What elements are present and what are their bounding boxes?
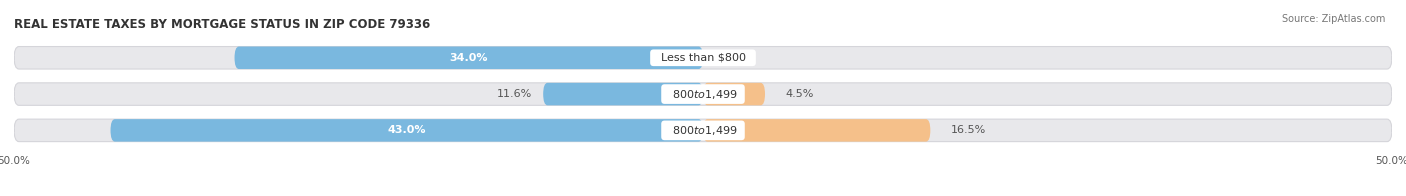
Text: 34.0%: 34.0% — [450, 53, 488, 63]
Text: 4.5%: 4.5% — [786, 89, 814, 99]
Text: 0.0%: 0.0% — [724, 53, 752, 63]
FancyBboxPatch shape — [543, 83, 703, 105]
FancyBboxPatch shape — [703, 119, 931, 142]
Text: REAL ESTATE TAXES BY MORTGAGE STATUS IN ZIP CODE 79336: REAL ESTATE TAXES BY MORTGAGE STATUS IN … — [14, 18, 430, 31]
Text: $800 to $1,499: $800 to $1,499 — [665, 88, 741, 101]
Text: 11.6%: 11.6% — [496, 89, 531, 99]
FancyBboxPatch shape — [235, 46, 703, 69]
Text: Source: ZipAtlas.com: Source: ZipAtlas.com — [1281, 14, 1385, 24]
FancyBboxPatch shape — [14, 46, 1392, 69]
Text: 43.0%: 43.0% — [388, 125, 426, 135]
Text: Less than $800: Less than $800 — [654, 53, 752, 63]
FancyBboxPatch shape — [703, 83, 765, 105]
Text: $800 to $1,499: $800 to $1,499 — [665, 124, 741, 137]
FancyBboxPatch shape — [14, 83, 1392, 105]
FancyBboxPatch shape — [14, 119, 1392, 142]
FancyBboxPatch shape — [111, 119, 703, 142]
Text: 16.5%: 16.5% — [950, 125, 986, 135]
